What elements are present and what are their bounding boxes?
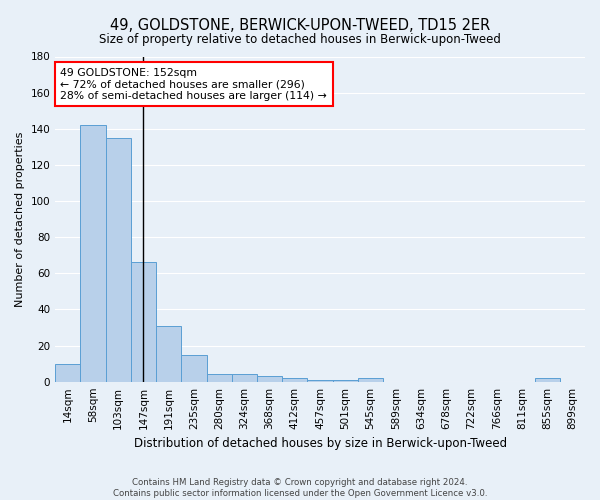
- Y-axis label: Number of detached properties: Number of detached properties: [15, 132, 25, 307]
- Text: 49 GOLDSTONE: 152sqm
← 72% of detached houses are smaller (296)
28% of semi-deta: 49 GOLDSTONE: 152sqm ← 72% of detached h…: [61, 68, 327, 101]
- Bar: [535, 378, 560, 382]
- Bar: [332, 380, 358, 382]
- Text: 49, GOLDSTONE, BERWICK-UPON-TWEED, TD15 2ER: 49, GOLDSTONE, BERWICK-UPON-TWEED, TD15 …: [110, 18, 490, 32]
- Bar: [55, 364, 80, 382]
- Bar: [131, 262, 156, 382]
- Bar: [232, 374, 257, 382]
- Bar: [257, 376, 282, 382]
- X-axis label: Distribution of detached houses by size in Berwick-upon-Tweed: Distribution of detached houses by size …: [134, 437, 506, 450]
- Bar: [80, 125, 106, 382]
- Bar: [358, 378, 383, 382]
- Bar: [106, 138, 131, 382]
- Bar: [282, 378, 307, 382]
- Bar: [156, 326, 181, 382]
- Bar: [307, 380, 332, 382]
- Text: Contains HM Land Registry data © Crown copyright and database right 2024.
Contai: Contains HM Land Registry data © Crown c…: [113, 478, 487, 498]
- Bar: [181, 354, 206, 382]
- Text: Size of property relative to detached houses in Berwick-upon-Tweed: Size of property relative to detached ho…: [99, 32, 501, 46]
- Bar: [206, 374, 232, 382]
